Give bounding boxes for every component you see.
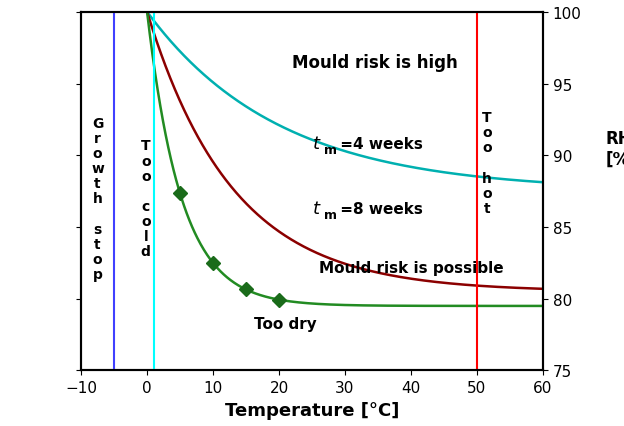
Text: =8 weeks: =8 weeks xyxy=(335,201,423,216)
Text: $t$: $t$ xyxy=(312,135,321,153)
Text: Mould risk is high: Mould risk is high xyxy=(292,54,458,72)
Text: $t$: $t$ xyxy=(312,199,321,217)
Text: RH
[%]: RH [%] xyxy=(605,130,624,168)
Text: =4 weeks: =4 weeks xyxy=(335,137,423,152)
Text: Mould risk is possible: Mould risk is possible xyxy=(319,260,503,275)
Text: Too dry: Too dry xyxy=(254,316,317,331)
Text: T
o
o
 
h
o
t: T o o h o t xyxy=(482,111,492,215)
Text: T
o
o
 
c
o
l
d: T o o c o l d xyxy=(141,139,151,259)
Text: m: m xyxy=(324,208,337,221)
Text: m: m xyxy=(324,144,337,157)
X-axis label: Temperature [°C]: Temperature [°C] xyxy=(225,401,399,419)
Text: G
r
o
w
t
h
 
s
t
o
p: G r o w t h s t o p xyxy=(91,117,104,281)
